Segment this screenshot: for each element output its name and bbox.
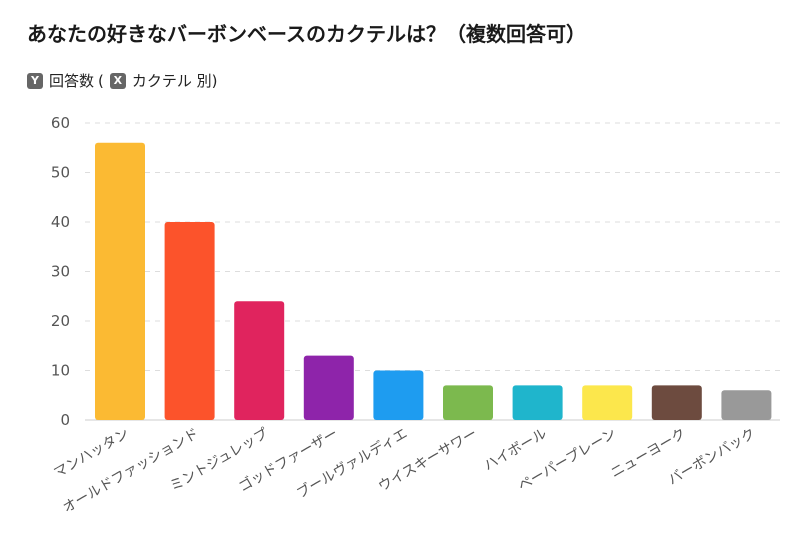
bar[interactable] (234, 301, 285, 420)
legend: Y 回答数 ( X カクテル 別) (27, 70, 218, 91)
x-axis-badge: X (109, 72, 126, 89)
bar[interactable] (164, 222, 215, 420)
x-category-label: ブールヴァルディエ (294, 425, 411, 502)
chart-title: あなたの好きなバーボンベースのカクテルは？（複数回答可） (27, 22, 586, 46)
bar[interactable] (582, 385, 633, 420)
x-axis-labels: マンハッタンオールドファッションドミントジュレップゴッドファーザーブールヴァルデ… (51, 425, 758, 517)
y-tick-label: 30 (51, 263, 70, 281)
y-tick-label: 0 (60, 411, 70, 429)
y-tick-label: 10 (51, 362, 70, 380)
x-axis-legend-label: カクテル 別) (131, 72, 218, 90)
y-tick-label: 50 (51, 164, 70, 182)
bar[interactable] (95, 142, 145, 421)
legend-open-paren: ( (98, 71, 104, 90)
y-axis-legend-label: 回答数 (49, 72, 95, 90)
bar[interactable] (373, 370, 424, 421)
bar[interactable] (443, 385, 493, 420)
y-axis-badge: Y (27, 72, 43, 89)
bar[interactable] (303, 355, 354, 420)
y-tick-label: 60 (51, 114, 70, 132)
bar[interactable] (512, 385, 563, 420)
y-tick-label: 20 (51, 312, 70, 330)
y-axis-ticks: 0 10 20 30 40 50 60 (51, 114, 70, 429)
bars (95, 142, 772, 421)
bar[interactable] (721, 390, 772, 420)
y-tick-label: 40 (51, 213, 70, 231)
bar[interactable] (651, 385, 702, 420)
